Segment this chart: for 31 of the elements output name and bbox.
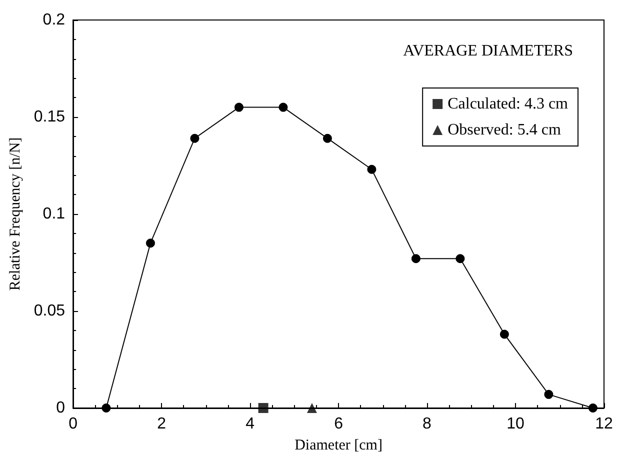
legend-label: Calculated: 4.3 cm — [448, 96, 569, 112]
point — [456, 254, 465, 264]
x-tick-label: 2 — [157, 416, 166, 432]
legend-title: AVERAGE DIAMETERS — [403, 42, 574, 60]
point — [234, 102, 244, 112]
x-tick-label: 10 — [506, 416, 525, 432]
x-tick-label: 12 — [595, 416, 613, 432]
y-tick-label: 0.1 — [42, 206, 66, 222]
point — [367, 164, 376, 174]
point — [102, 404, 111, 412]
y-tick-label: 0.05 — [34, 302, 66, 320]
legend-label: Observed: 5.4 cm — [448, 122, 562, 138]
y-axis-title: Relative Frequency [n/N] — [8, 137, 24, 291]
point — [411, 254, 420, 264]
point — [278, 102, 288, 112]
point — [322, 134, 332, 143]
point — [258, 403, 268, 413]
point — [588, 404, 598, 412]
x-axis-title: Diameter [cm] — [294, 438, 382, 454]
point — [500, 330, 509, 339]
x-tick-label: 6 — [334, 416, 344, 432]
point — [306, 403, 317, 413]
point — [544, 390, 554, 399]
y-tick-label: 0 — [56, 400, 66, 416]
point — [190, 134, 200, 143]
x-tick-label: 0 — [68, 416, 78, 432]
y-tick-label: 0.2 — [42, 12, 66, 28]
point — [146, 238, 155, 248]
x-tick-label: 8 — [422, 416, 432, 432]
x-tick-label: 4 — [246, 416, 255, 432]
y-tick-label: 0.15 — [34, 108, 66, 126]
